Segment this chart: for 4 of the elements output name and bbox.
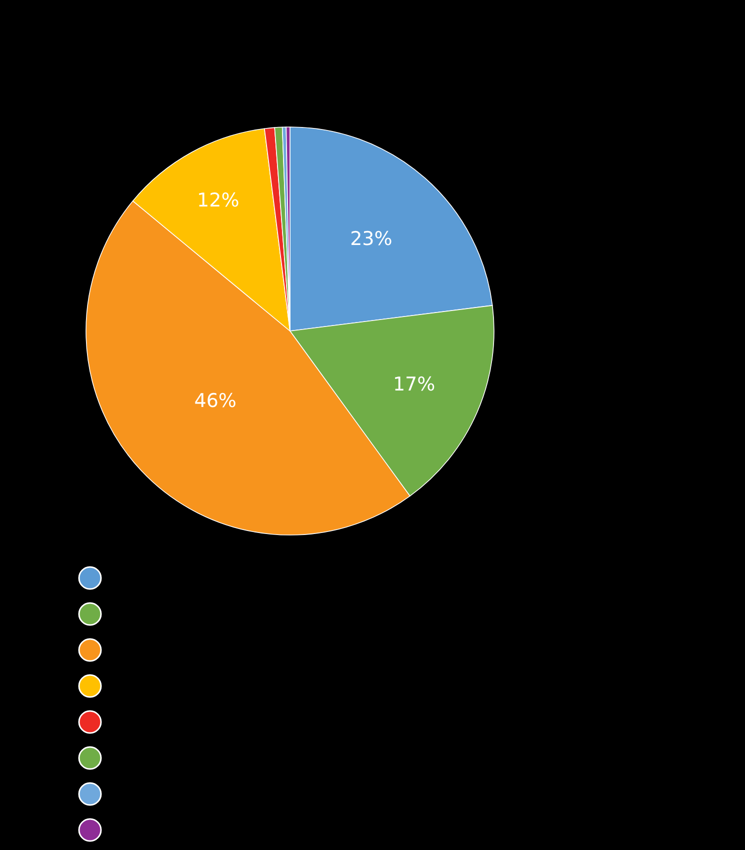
data-label: 23% xyxy=(350,228,392,250)
data-label: 17% xyxy=(392,374,436,396)
data-label: 46% xyxy=(194,390,236,412)
data-label: 12% xyxy=(197,189,240,212)
